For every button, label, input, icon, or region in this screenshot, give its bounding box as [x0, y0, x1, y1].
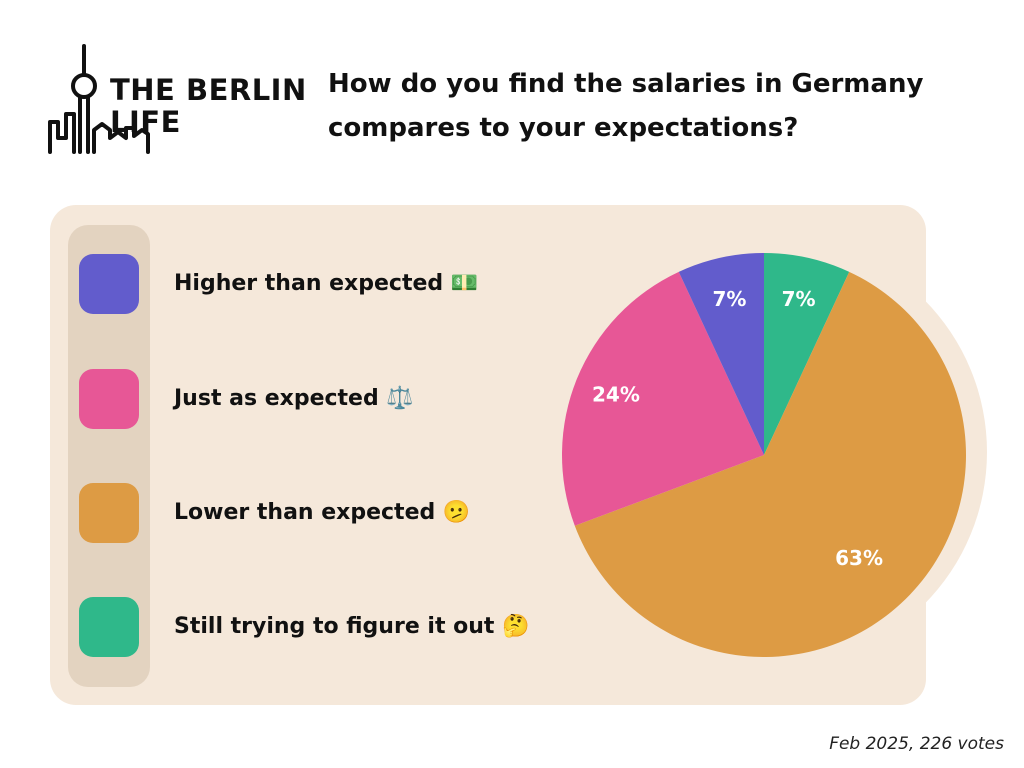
- legend-label: Still trying to figure it out 🤔: [174, 614, 530, 639]
- legend-swatch: [79, 254, 139, 314]
- pie-slice: [678, 253, 764, 455]
- pie-slice: [574, 271, 967, 658]
- brand-name: THE BERLIN LIFE: [110, 73, 307, 139]
- legend-swatch: [79, 597, 139, 657]
- legend-swatch: [79, 483, 139, 543]
- legend-label: Lower than expected 🫤: [174, 500, 471, 525]
- pie-value-label: 24%: [592, 382, 640, 406]
- pie-slice: [764, 253, 850, 455]
- chart-title: How do you find the salaries in Germany …: [328, 69, 924, 143]
- legend-swatch: [79, 369, 139, 429]
- pie-value-label: 63%: [835, 546, 883, 570]
- legend-label: Just as expected ⚖️: [174, 386, 414, 411]
- pie-value-label: 7%: [712, 287, 746, 311]
- tv-tower-skyline-icon: [48, 44, 150, 154]
- brand-logo: THE BERLIN LIFE: [48, 44, 308, 156]
- poll-caption: Feb 2025, 226 votes: [829, 734, 1004, 754]
- pie-value-label: 7%: [782, 287, 816, 311]
- pie-slice: [562, 271, 764, 526]
- legend-label: Higher than expected 💵: [174, 271, 479, 296]
